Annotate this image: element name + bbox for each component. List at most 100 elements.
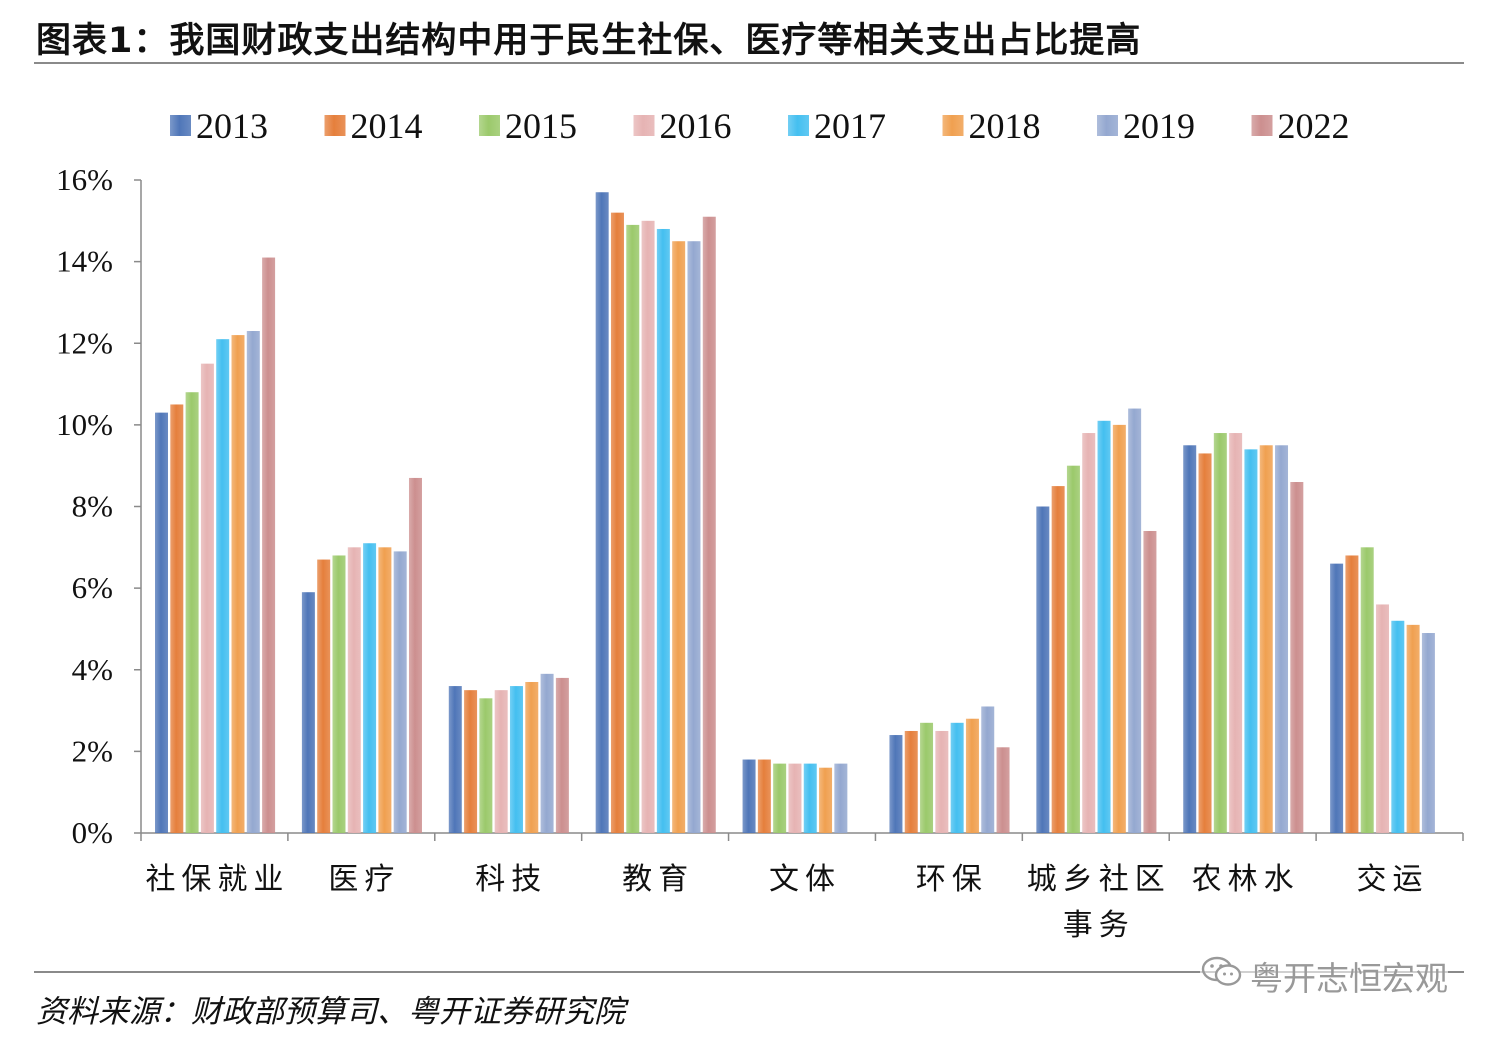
x-category-label: 社保就业 [145,862,289,897]
bar [185,392,199,833]
bar [803,763,817,833]
legend-label: 2014 [351,106,423,146]
bar [834,763,848,833]
x-category-label: 农林水 [1192,862,1300,897]
bar [773,763,787,833]
watermark: 粤开志恒宏观 [1200,952,1448,1000]
legend-swatch [942,115,964,136]
bar [595,192,609,833]
legend-label: 2019 [1123,106,1195,146]
bar [494,690,508,833]
bar [626,224,640,834]
bar [1183,445,1197,833]
bar [788,763,802,833]
bar [742,759,756,833]
bar [757,759,771,833]
bar [448,686,462,833]
y-tick-label: 14% [56,244,113,279]
bar [408,477,422,833]
x-category-label: 事务 [1063,908,1135,943]
y-tick-label: 2% [72,733,113,768]
top-rule [34,62,1464,64]
bar [950,722,964,833]
watermark-text: 粤开志恒宏观 [1250,959,1448,998]
bar [1406,624,1420,833]
bar [1391,620,1405,833]
legend-swatch [1097,115,1118,136]
bar [1376,604,1390,833]
y-tick-label: 6% [72,570,113,605]
bar [525,681,539,833]
bar [904,730,918,833]
bar [1213,433,1227,833]
bar [231,335,245,833]
chart-title: 图表1：我国财政支出结构中用于民生社保、医疗等相关支出占比提高 [36,21,1142,61]
bar [672,241,686,833]
bar [981,706,995,833]
bar [1290,482,1304,833]
bar [819,767,833,833]
bar [610,212,624,833]
bar [332,555,346,833]
bar [1229,433,1243,833]
bar [687,241,701,833]
bar [509,686,523,833]
bar [393,551,407,833]
y-tick-label: 16% [56,162,113,197]
bar [378,547,392,833]
x-category-label: 医疗 [328,862,400,897]
x-category-label: 交运 [1357,862,1429,897]
bar [1051,486,1065,833]
bar [656,228,670,834]
bar [555,677,569,833]
bar [1143,530,1157,833]
x-category-label: 城乡社区 [1027,862,1171,897]
y-tick-label: 12% [56,325,113,360]
bar [1275,445,1289,833]
legend-swatch [633,115,655,136]
legend-swatch [479,115,500,136]
y-tick-label: 8% [72,489,113,524]
bar [479,698,493,833]
bar [464,690,478,833]
bar [702,216,716,833]
legend: 2013 2014 2015 2016 2017 2018 2019 2022 [170,106,1350,146]
legend-swatch [170,115,191,136]
bar [246,331,260,833]
bar [301,592,315,833]
bar [1036,506,1050,833]
x-category-label: 教育 [622,862,694,897]
bar [1112,424,1126,833]
x-category-label: 文体 [769,862,841,897]
bar [317,559,331,833]
legend-swatch [1251,115,1273,136]
legend-label: 2016 [660,106,732,146]
legend-label: 2022 [1278,106,1350,146]
bar [1097,420,1111,833]
bar [216,339,230,833]
bar [641,220,655,833]
bar [1066,465,1080,833]
bar [1244,449,1258,833]
legend-swatch [324,115,346,136]
bar [1259,445,1273,833]
legend-swatch [788,115,809,136]
bar [1082,433,1096,833]
bar [347,547,361,833]
bar [1128,408,1142,833]
bar [935,730,949,833]
bar [170,404,184,833]
x-category-label: 科技 [475,862,547,897]
bar [1360,547,1374,833]
bar [1421,633,1435,833]
source-note: 资料来源：财政部预算司、粤开证券研究院 [36,994,625,1030]
y-tick-label: 0% [72,815,113,850]
legend-label: 2017 [814,106,886,146]
bar [1345,555,1359,833]
bar [155,412,168,833]
bar [965,718,979,833]
bar [889,735,903,833]
bar [200,363,214,833]
wechat-icon [1200,953,1244,999]
